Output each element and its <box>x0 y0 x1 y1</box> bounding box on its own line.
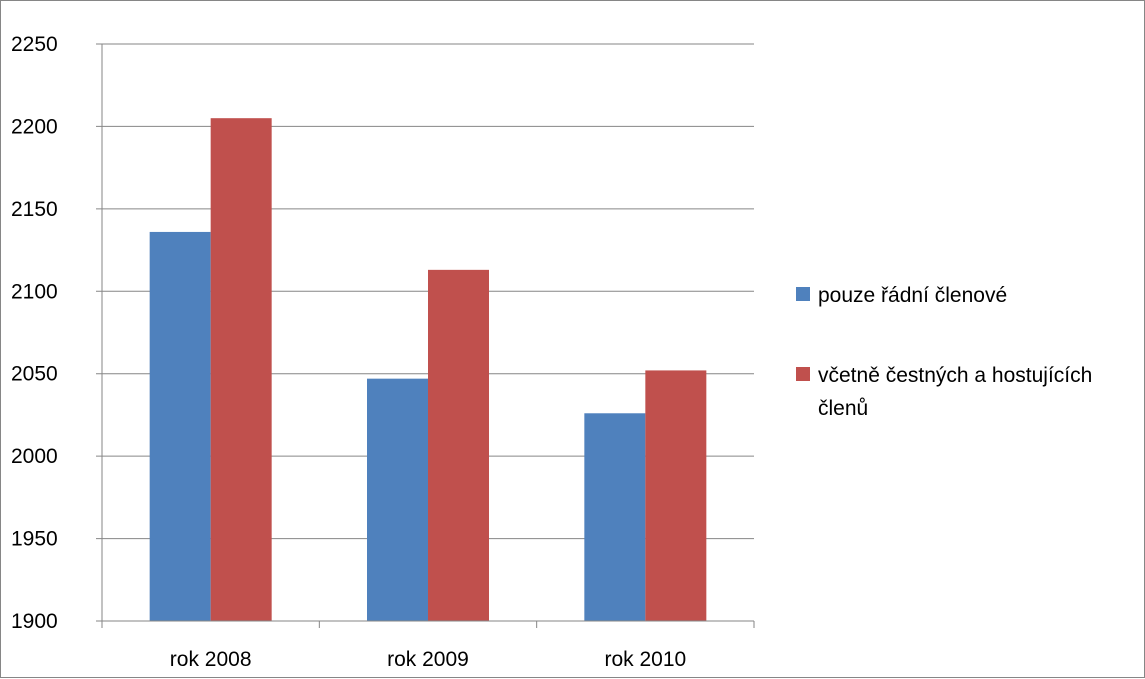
y-tick-label: 2050 <box>11 363 58 386</box>
x-tick-label: rok 2008 <box>170 648 252 671</box>
bars <box>149 118 707 622</box>
x-tick-label: rok 2009 <box>387 648 469 671</box>
axes <box>101 44 755 628</box>
y-tick-label: 2000 <box>11 445 58 468</box>
legend-label: členů <box>818 397 868 420</box>
legend-swatch <box>796 287 810 301</box>
legend-label: pouze řádní členové <box>818 284 1007 307</box>
bar-vcetne-cestnych-rok-2009 <box>428 269 489 621</box>
x-tick-labels: rok 2008 rok 2009 rok 2010 <box>170 648 686 671</box>
y-tick-label: 2250 <box>11 33 58 56</box>
y-tick-label: 2100 <box>11 280 58 303</box>
y-tick-label: 2150 <box>11 198 58 221</box>
bar-radni-clenove-rok-2010 <box>584 413 646 621</box>
y-tick-label: 1900 <box>11 610 58 633</box>
legend-swatch <box>796 367 810 381</box>
bar-radni-clenove-rok-2009 <box>367 378 428 621</box>
bar-vcetne-cestnych-rok-2008 <box>210 118 272 621</box>
y-tick-label: 1950 <box>11 528 58 551</box>
legend: pouze řádní členové včetně čestných a hos… <box>796 284 1092 420</box>
x-tick-label: rok 2010 <box>604 648 686 671</box>
legend-label: včetně čestných a hostujících <box>818 364 1092 387</box>
y-tick-labels: 1900 1950 2000 2050 2100 2150 2200 2250 <box>11 33 58 633</box>
bar-radni-clenove-rok-2008 <box>149 231 211 622</box>
y-tick-label: 2200 <box>11 115 58 138</box>
bar-vcetne-cestnych-rok-2010 <box>645 370 707 621</box>
